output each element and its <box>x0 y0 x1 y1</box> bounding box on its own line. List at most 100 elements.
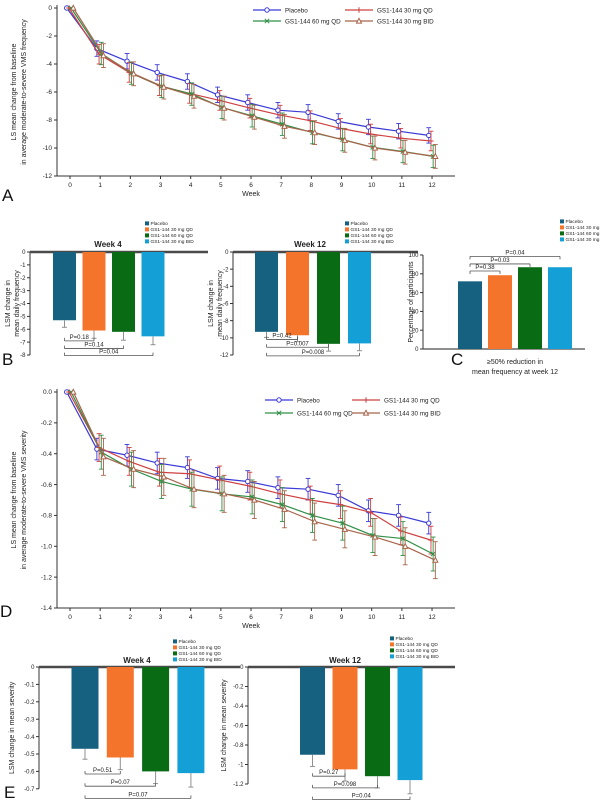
svg-text:-4: -4 <box>223 285 229 291</box>
svg-text:LSM change in mean severity: LSM change in mean severity <box>221 679 228 772</box>
svg-text:-0.3: -0.3 <box>24 717 35 723</box>
svg-text:Week 4: Week 4 <box>123 656 151 665</box>
bar-gs1-144-60-mg-qd <box>112 252 135 332</box>
svg-text:mean frequency at week 12: mean frequency at week 12 <box>472 369 558 376</box>
bar-placebo <box>300 667 325 755</box>
bar-placebo <box>255 252 278 332</box>
svg-text:Week 12: Week 12 <box>294 240 326 249</box>
series-gs1-144-60-mg-qd <box>68 5 436 169</box>
svg-text:-1.4: -1.4 <box>41 605 53 612</box>
axes: 0 -1 -2 -3 -4 -5 -6 -7 -8 LSM change in mean daily… <box>5 240 208 359</box>
svg-text:LS mean change from baseline: LS mean change from baseline <box>11 43 18 140</box>
svg-text:8: 8 <box>310 182 314 189</box>
panel-label-d: D <box>0 602 13 621</box>
svg-text:-0.7: -0.7 <box>24 787 35 793</box>
svg-text:-6: -6 <box>223 302 229 308</box>
svg-text:P=0.27: P=0.27 <box>319 770 339 776</box>
svg-text:6: 6 <box>249 614 253 621</box>
svg-text:6: 6 <box>249 182 253 189</box>
bar-gs1-144-30-mg-qd <box>106 667 134 758</box>
svg-text:0: 0 <box>415 347 419 353</box>
bar-gs1-144-30-mg-bid <box>177 667 205 774</box>
series-gs1-144-30-mg-bid <box>69 4 439 169</box>
svg-text:-5: -5 <box>20 315 26 321</box>
svg-text:GS1-144 30 mg BID: GS1-144 30 mg BID <box>377 18 434 25</box>
svg-text:-0.2: -0.2 <box>233 685 244 691</box>
svg-text:P=0.51: P=0.51 <box>93 768 113 774</box>
svg-text:-1: -1 <box>20 263 26 269</box>
svg-text:Week: Week <box>242 623 260 630</box>
p-value-annotations: P=0.38P=0.03 P=0.04 <box>469 250 561 274</box>
svg-text:-0.2: -0.2 <box>41 420 53 427</box>
svg-text:0.0: 0.0 <box>43 389 52 396</box>
svg-text:-0.4: -0.4 <box>233 704 244 710</box>
panel-label-c: C <box>451 350 464 369</box>
svg-text:Percentage of participants: Percentage of participants <box>408 261 415 343</box>
svg-text:-10: -10 <box>43 145 53 152</box>
svg-text:Placebo: Placebo <box>396 636 414 642</box>
svg-text:GS1-144 60 mg QD: GS1-144 60 mg QD <box>179 651 222 657</box>
bars <box>53 252 165 346</box>
svg-text:-0.8: -0.8 <box>41 513 53 520</box>
svg-text:GS1-144 30 mg QD: GS1-144 30 mg QD <box>151 227 194 233</box>
svg-text:10: 10 <box>368 614 376 621</box>
svg-text:-8: -8 <box>223 319 229 325</box>
bar-placebo <box>458 281 482 349</box>
svg-text:-1: -1 <box>238 763 244 769</box>
bar-gs1-144-30-mg-bid <box>348 252 371 344</box>
panel-b-week4-frequency-bar-chart: 0 -1 -2 -3 -4 -5 -6 -7 -8 LSM change in mean daily… <box>5 221 208 359</box>
svg-text:P=0.04: P=0.04 <box>99 350 119 356</box>
legend: Placebo GS1-144 60 mg QD GS1-144 30 mg QD G… <box>265 397 441 417</box>
svg-text:10: 10 <box>368 182 376 189</box>
svg-text:Placebo: Placebo <box>351 221 369 227</box>
svg-text:-4: -4 <box>46 61 52 68</box>
svg-text:P=0.04: P=0.04 <box>505 250 525 256</box>
panel-label-b: B <box>2 350 14 369</box>
series-gs1-144-30-mg-qd <box>66 5 434 152</box>
panel-e-week12-severity-bar-chart: 0 -0.2 -0.4 -0.6 -0.8 -1 -1.2 LSM change in mea… <box>221 636 455 801</box>
svg-text:1: 1 <box>98 182 102 189</box>
bar-gs1-144-60-mg-qd <box>518 267 542 349</box>
svg-text:60: 60 <box>412 291 419 297</box>
bar-gs1-144-60-mg-qd <box>142 667 170 772</box>
panel-d-vms-severity-line-chart: 0.0-0.2-0.4-0.6-0.8-1.0-1.2-1.40 1 2 3 4 5 6 7 8… <box>11 388 455 630</box>
svg-text:in average moderate-to-severe: in average moderate-to-severe VMS freque… <box>21 19 28 165</box>
svg-text:-0.2: -0.2 <box>24 700 35 706</box>
svg-text:-12: -12 <box>43 173 53 180</box>
svg-text:GS1-144 30 mg BID: GS1-144 30 mg BID <box>396 654 440 660</box>
svg-text:GS1-144 60 mg QD: GS1-144 60 mg QD <box>351 233 394 239</box>
bars <box>458 267 572 349</box>
svg-text:≥50% reduction in: ≥50% reduction in <box>487 359 543 366</box>
svg-text:GS1-144 60 mg QD: GS1-144 60 mg QD <box>285 18 341 25</box>
svg-text:Week 12: Week 12 <box>329 656 361 665</box>
svg-text:GS1-144 30 mg BID: GS1-144 30 mg BID <box>566 237 600 243</box>
svg-text:2: 2 <box>129 614 133 621</box>
svg-text:-12: -12 <box>220 353 229 359</box>
axes: 0.0-0.2-0.4-0.6-0.8-1.0-1.2-1.40 1 2 3 4 5 6 7 8… <box>11 389 455 630</box>
svg-text:4: 4 <box>189 182 193 189</box>
svg-text:7: 7 <box>279 614 283 621</box>
svg-text:-1.2: -1.2 <box>41 574 53 581</box>
svg-text:-6: -6 <box>46 89 52 96</box>
svg-text:-4: -4 <box>20 302 26 308</box>
series-gs1-144-30-mg-bid <box>69 388 439 580</box>
svg-text:80: 80 <box>412 272 419 278</box>
svg-text:5: 5 <box>219 614 223 621</box>
svg-text:0: 0 <box>68 182 72 189</box>
svg-text:8: 8 <box>310 614 314 621</box>
svg-text:-2: -2 <box>223 267 229 273</box>
svg-text:Placebo: Placebo <box>285 7 308 14</box>
axes: 0 -2 -4 -6 -8 -10 -12 LSM change in mean daily f… <box>208 240 418 359</box>
svg-text:9: 9 <box>340 182 344 189</box>
bar-gs1-144-30-mg-qd <box>286 252 309 336</box>
svg-text:11: 11 <box>398 182 405 189</box>
series-gs1-144-30-mg-qd <box>66 389 434 555</box>
svg-text:0: 0 <box>68 614 72 621</box>
svg-text:1: 1 <box>98 614 102 621</box>
svg-text:Week 4: Week 4 <box>94 240 122 249</box>
svg-text:-0.4: -0.4 <box>41 451 53 458</box>
svg-text:3: 3 <box>159 182 163 189</box>
